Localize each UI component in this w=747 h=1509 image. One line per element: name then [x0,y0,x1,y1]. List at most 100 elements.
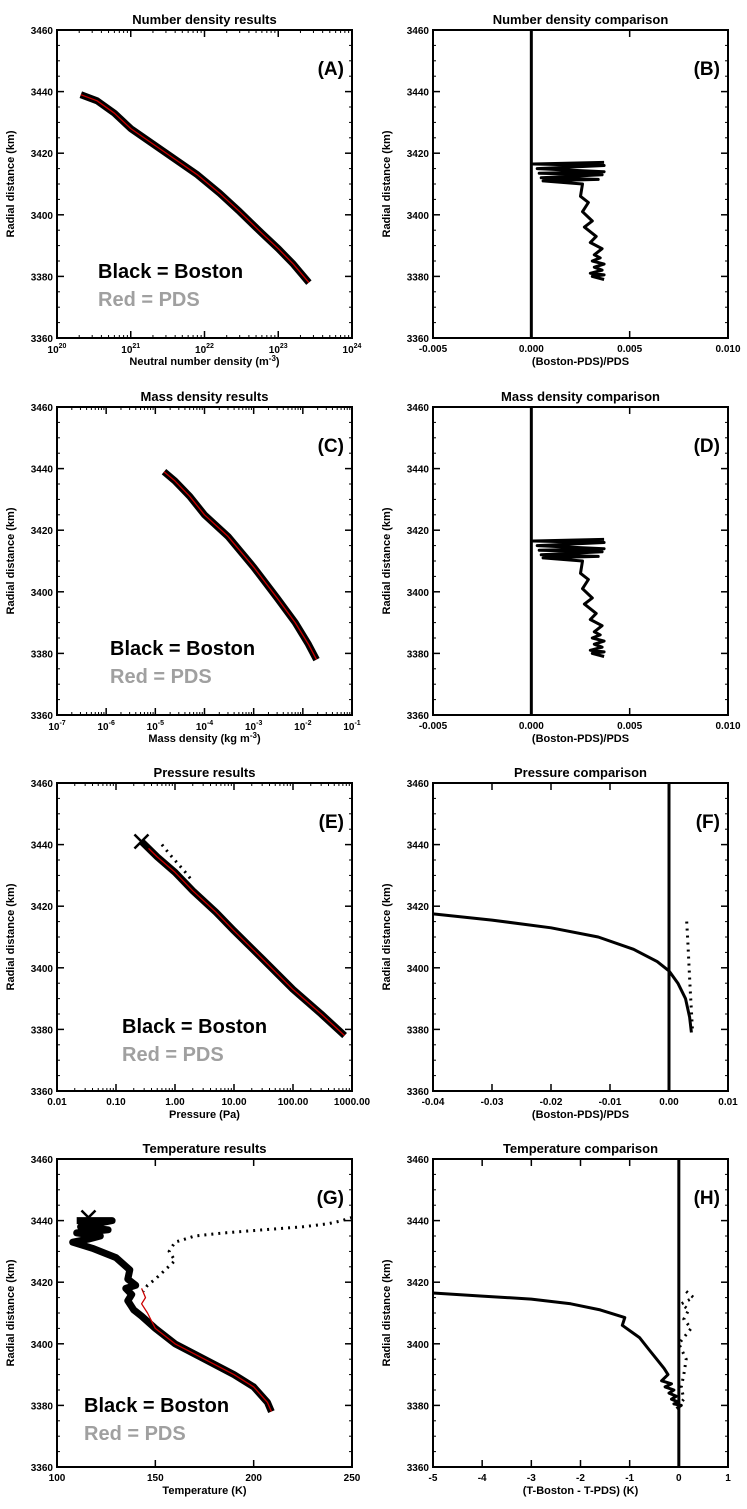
y-tick-label: 3380 [407,1025,430,1036]
chart-title: Temperature comparison [503,1141,658,1156]
x-axis-label: Temperature (K) [162,1485,246,1497]
x-tick-label: 1024 [343,343,362,356]
x-tick-label: -5 [429,1473,438,1484]
legend-entry-boston: Black = Boston [84,1395,229,1417]
chart-title: Temperature results [142,1141,266,1156]
y-axis-label: Radial distance (km) [381,1259,393,1366]
series-line-boston [69,1217,275,1413]
x-tick-label: 100 [49,1473,66,1484]
series-line-boston [79,91,312,285]
y-axis-label: Radial distance (km) [5,1259,17,1366]
x-axis-label: Mass density (kg m-3) [148,731,261,745]
chart-panel-7: Temperature results (G) 3360 3380 3400 3420 34… [5,1141,361,1497]
y-tick-label: 3380 [407,1401,430,1412]
y-tick-label: 3460 [407,779,430,790]
x-axis-label: Neutral number density (m-3) [129,354,279,368]
x-tick-label: -0.005 [419,721,448,732]
y-tick-label: 3400 [407,211,430,222]
y-tick-label: 3380 [31,272,54,283]
x-tick-label: 0.000 [519,344,544,355]
plot-frame [432,1158,729,1468]
chart-panel-8: Temperature comparison (H) 3360 3380 3400 342… [381,1141,731,1497]
series-line-dotted [142,1216,352,1293]
chart-title: Mass density results [141,389,269,404]
series-line-boston-vs-pds [531,160,606,281]
x-tick-label: 1022 [195,343,214,356]
y-tick-label: 3360 [407,711,430,722]
y-tick-label: 3460 [31,26,54,37]
series-line-boston [139,839,347,1039]
series-line-pds [163,471,318,660]
data-layer [433,1159,696,1467]
x-tick-label: 100.00 [278,1097,309,1108]
y-tick-label: 3420 [31,1278,54,1289]
x-tick-label: -2 [576,1473,585,1484]
y-tick-label: 3400 [407,1340,430,1351]
x-tick-label: -0.02 [540,1097,563,1108]
y-tick-label: 3400 [31,588,54,599]
x-tick-label: 1023 [269,343,288,356]
legend-entry-boston: Black = Boston [110,638,255,660]
x-tick-label: -0.01 [599,1097,622,1108]
y-tick-label: 3420 [31,526,54,537]
y-tick-label: 3360 [31,711,54,722]
legend-entry-boston: Black = Boston [98,261,243,283]
data-layer [79,91,312,285]
x-tick-label: 10-3 [245,720,262,733]
y-tick-label: 3440 [407,841,430,852]
chart-panel-6: Pressure comparison (F) 3360 3380 3400 3420 34… [381,765,738,1121]
x-tick-label: 10.00 [221,1097,246,1108]
x-tick-label: 200 [245,1473,262,1484]
y-tick-label: 3440 [407,88,430,99]
x-tick-label: 0.10 [106,1097,126,1108]
data-layer [161,469,320,662]
chart-title: Mass density comparison [501,389,660,404]
panel-label: (A) [318,59,344,80]
data-layer [433,783,695,1091]
y-tick-label: 3460 [31,403,54,414]
plot-frame [56,1158,353,1468]
x-axis-label: (Boston-PDS)/PDS [532,356,629,368]
series-line-boston [161,469,320,662]
x-tick-label: 0.010 [715,344,740,355]
x-tick-label: 150 [147,1473,164,1484]
legend-entry-pds: Red = PDS [110,666,212,688]
y-tick-label: 3460 [407,1155,430,1166]
legend-entry-boston: Black = Boston [122,1016,267,1038]
y-axis-label: Radial distance (km) [5,883,17,990]
data-layer [529,407,606,715]
series-line-pds [141,841,346,1037]
y-tick-label: 3420 [407,902,430,913]
x-tick-label: 1020 [48,343,67,356]
x-axis-label: (Boston-PDS)/PDS [532,733,629,745]
chart-panel-4: Mass density comparison (D) 3360 3380 3400 34… [381,389,741,745]
series-line-dotted [685,921,695,1033]
x-tick-label: 0.01 [718,1097,738,1108]
x-tick-label: -0.04 [422,1097,445,1108]
y-tick-label: 3400 [407,964,430,975]
x-tick-label: 10-2 [294,720,311,733]
y-tick-label: 3380 [31,649,54,660]
y-tick-label: 3460 [407,26,430,37]
x-tick-label: -0.005 [419,344,448,355]
x-tick-label: 0.005 [617,344,642,355]
chart-panel-2: Number density comparison (B) 3360 3380 3400… [381,12,741,368]
x-axis-label: (Boston-PDS)/PDS [532,1109,629,1121]
x-axis-label: Pressure (Pa) [169,1109,240,1121]
y-tick-label: 3420 [407,149,430,160]
panel-label: (C) [318,436,344,457]
series-line-dotted [677,1290,696,1407]
x-tick-label: 1000.00 [334,1097,371,1108]
y-axis-label: Radial distance (km) [381,130,393,237]
x-tick-label: 1021 [121,343,140,356]
panel-label: (F) [696,812,720,833]
panel-label: (H) [694,1188,720,1209]
y-tick-label: 3380 [31,1025,54,1036]
x-tick-label: -4 [478,1473,487,1484]
y-tick-label: 3420 [31,149,54,160]
y-tick-label: 3360 [407,1087,430,1098]
start-marker [80,1209,97,1226]
x-axis-label: (T-Boston - T-PDS) (K) [523,1485,639,1497]
y-tick-label: 3360 [407,334,430,345]
